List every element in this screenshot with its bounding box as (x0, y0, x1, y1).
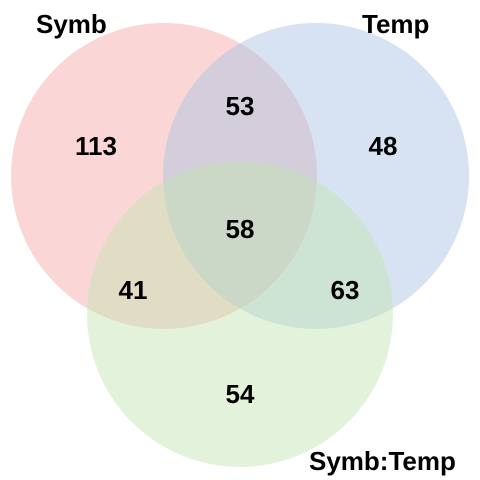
venn-circles (11, 23, 469, 467)
region-counts: 113 48 54 53 41 63 58 (75, 91, 397, 409)
circle-temp (163, 23, 469, 329)
set-labels: Symb Temp Symb:Temp (36, 9, 456, 476)
count-temp-and-interaction: 63 (331, 275, 360, 305)
set-label-symb-temp: Symb:Temp (309, 446, 456, 476)
set-label-temp: Temp (362, 9, 429, 39)
count-symb-temp-only: 54 (226, 379, 255, 409)
count-symb-and-temp: 53 (226, 91, 255, 121)
set-label-symb: Symb (36, 9, 107, 39)
circle-symb (11, 23, 317, 329)
count-temp-only: 48 (369, 131, 398, 161)
count-all-three: 58 (226, 214, 255, 244)
count-symb-only: 113 (75, 131, 117, 161)
circle-symb-temp (87, 161, 393, 467)
count-symb-and-interaction: 41 (119, 275, 148, 305)
